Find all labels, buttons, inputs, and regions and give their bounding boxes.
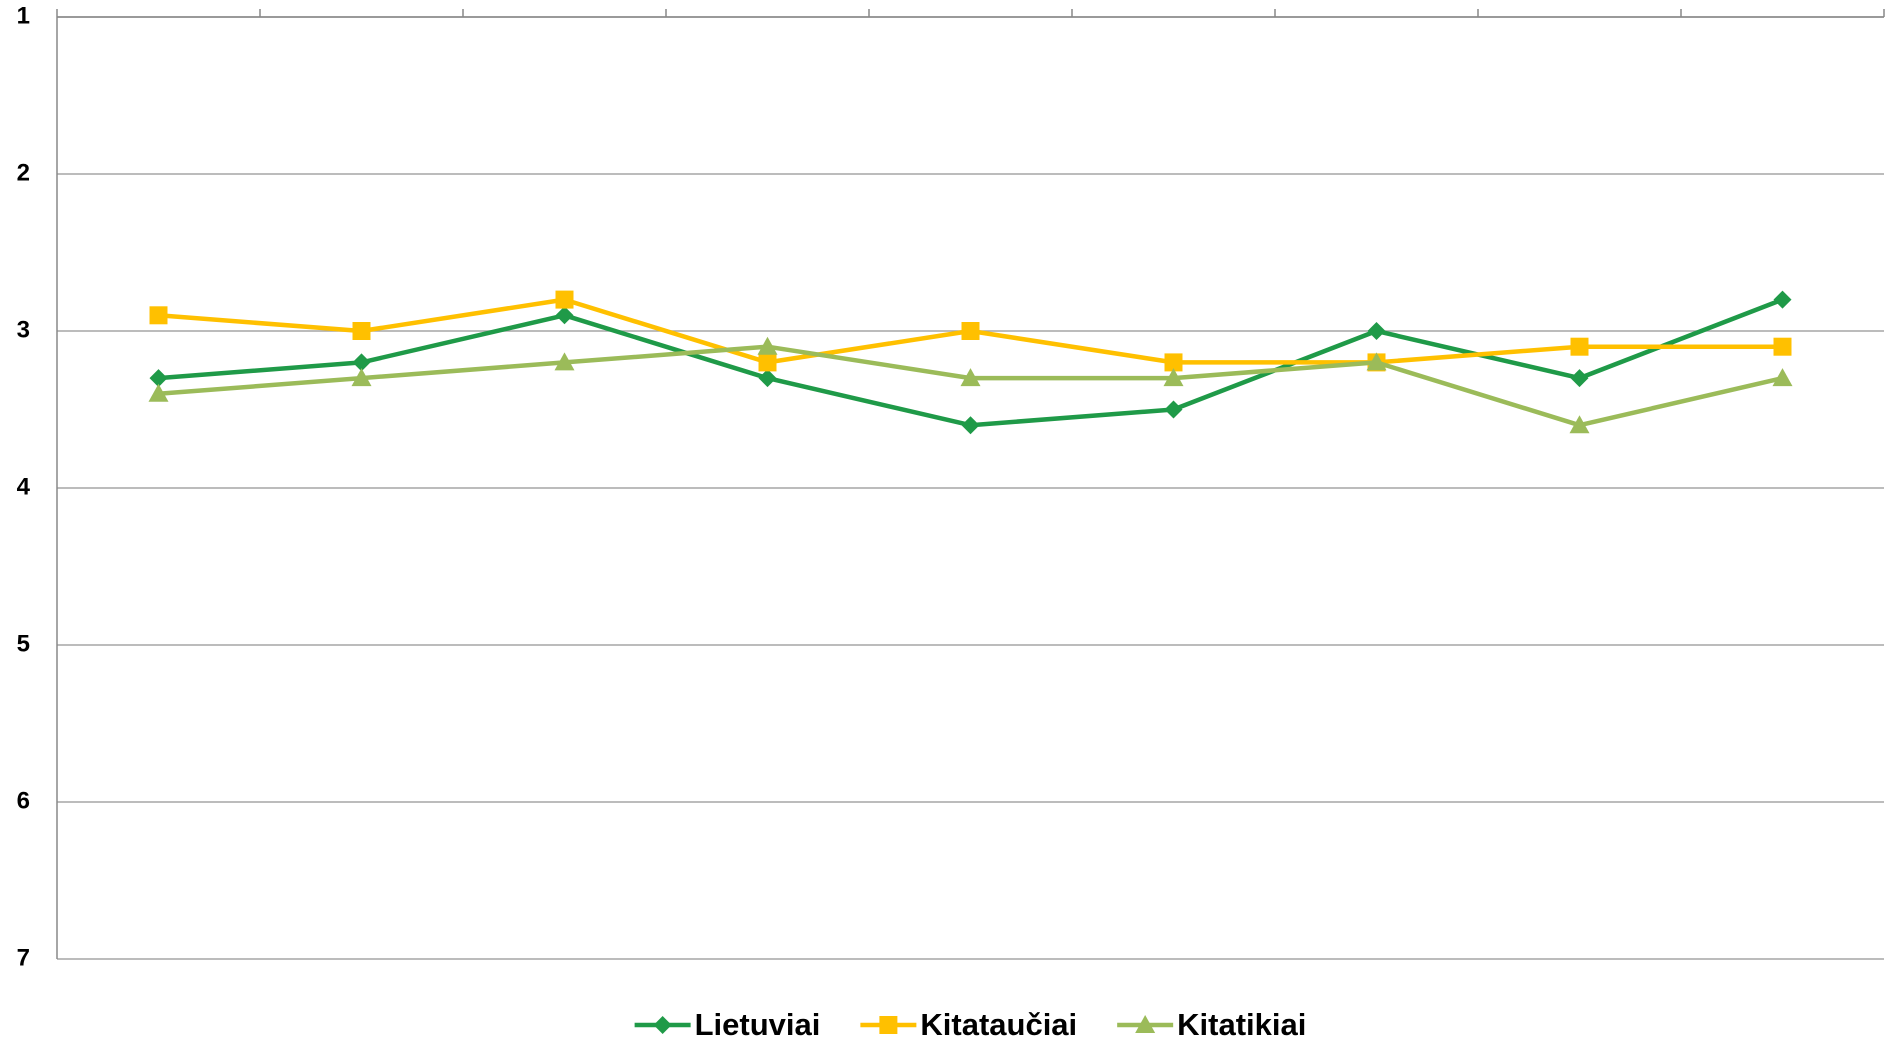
series-line (158, 297, 1784, 428)
y-tick-label: 5 (17, 630, 30, 657)
marker (1772, 368, 1793, 387)
marker (961, 322, 980, 340)
marker (1366, 352, 1387, 371)
y-tick-label: 1 (17, 2, 30, 29)
marker (149, 369, 168, 388)
marker (1570, 337, 1589, 356)
marker (1367, 322, 1386, 340)
marker (879, 1016, 898, 1034)
marker (653, 1016, 672, 1034)
legend-entry: Kitataučiai (860, 1007, 1077, 1042)
y-tick-label: 2 (17, 159, 30, 186)
marker (1773, 337, 1792, 356)
y-tick-label: 3 (17, 316, 30, 343)
marker (1164, 400, 1183, 419)
marker (352, 322, 371, 340)
y-tick-label: 6 (17, 787, 30, 814)
legend-label: Lietuviai (695, 1007, 821, 1042)
marker (1164, 353, 1183, 372)
legend-entry: Kitatikiai (1117, 1007, 1306, 1042)
marker (554, 352, 575, 371)
marker (1570, 369, 1589, 388)
marker (1163, 368, 1184, 387)
marker (149, 306, 168, 325)
legend-entry: Lietuviai (634, 1007, 821, 1042)
y-tick-label: 7 (17, 944, 30, 971)
legend-label: Kitataučiai (920, 1007, 1077, 1042)
marker (758, 369, 777, 388)
marker (148, 383, 169, 402)
marker (555, 290, 574, 309)
legend-label: Kitatikiai (1177, 1007, 1306, 1042)
marker (758, 353, 777, 372)
marker (555, 306, 574, 325)
marker (1569, 415, 1590, 434)
marker (1773, 290, 1792, 309)
marker (351, 368, 372, 387)
marker (757, 336, 778, 355)
marker (352, 353, 371, 372)
marker (960, 368, 981, 387)
legend: Lietuviai Kitataučiai Kitatikiai (634, 1007, 1306, 1042)
marker (961, 416, 980, 435)
marker (1135, 1015, 1156, 1033)
y-tick-label: 4 (17, 473, 31, 500)
